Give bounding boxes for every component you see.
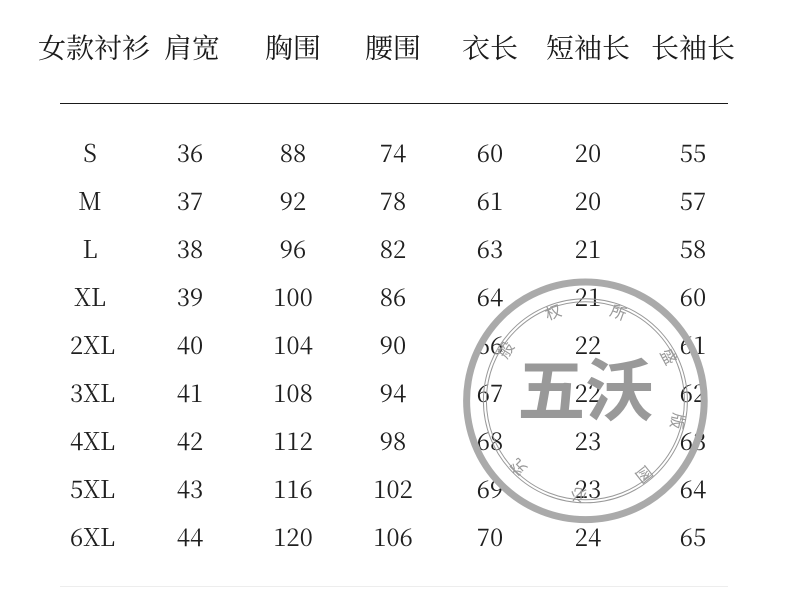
svg-text:图: 图 [631, 461, 658, 490]
svg-text:所: 所 [607, 297, 630, 325]
svg-text:权: 权 [541, 297, 564, 325]
